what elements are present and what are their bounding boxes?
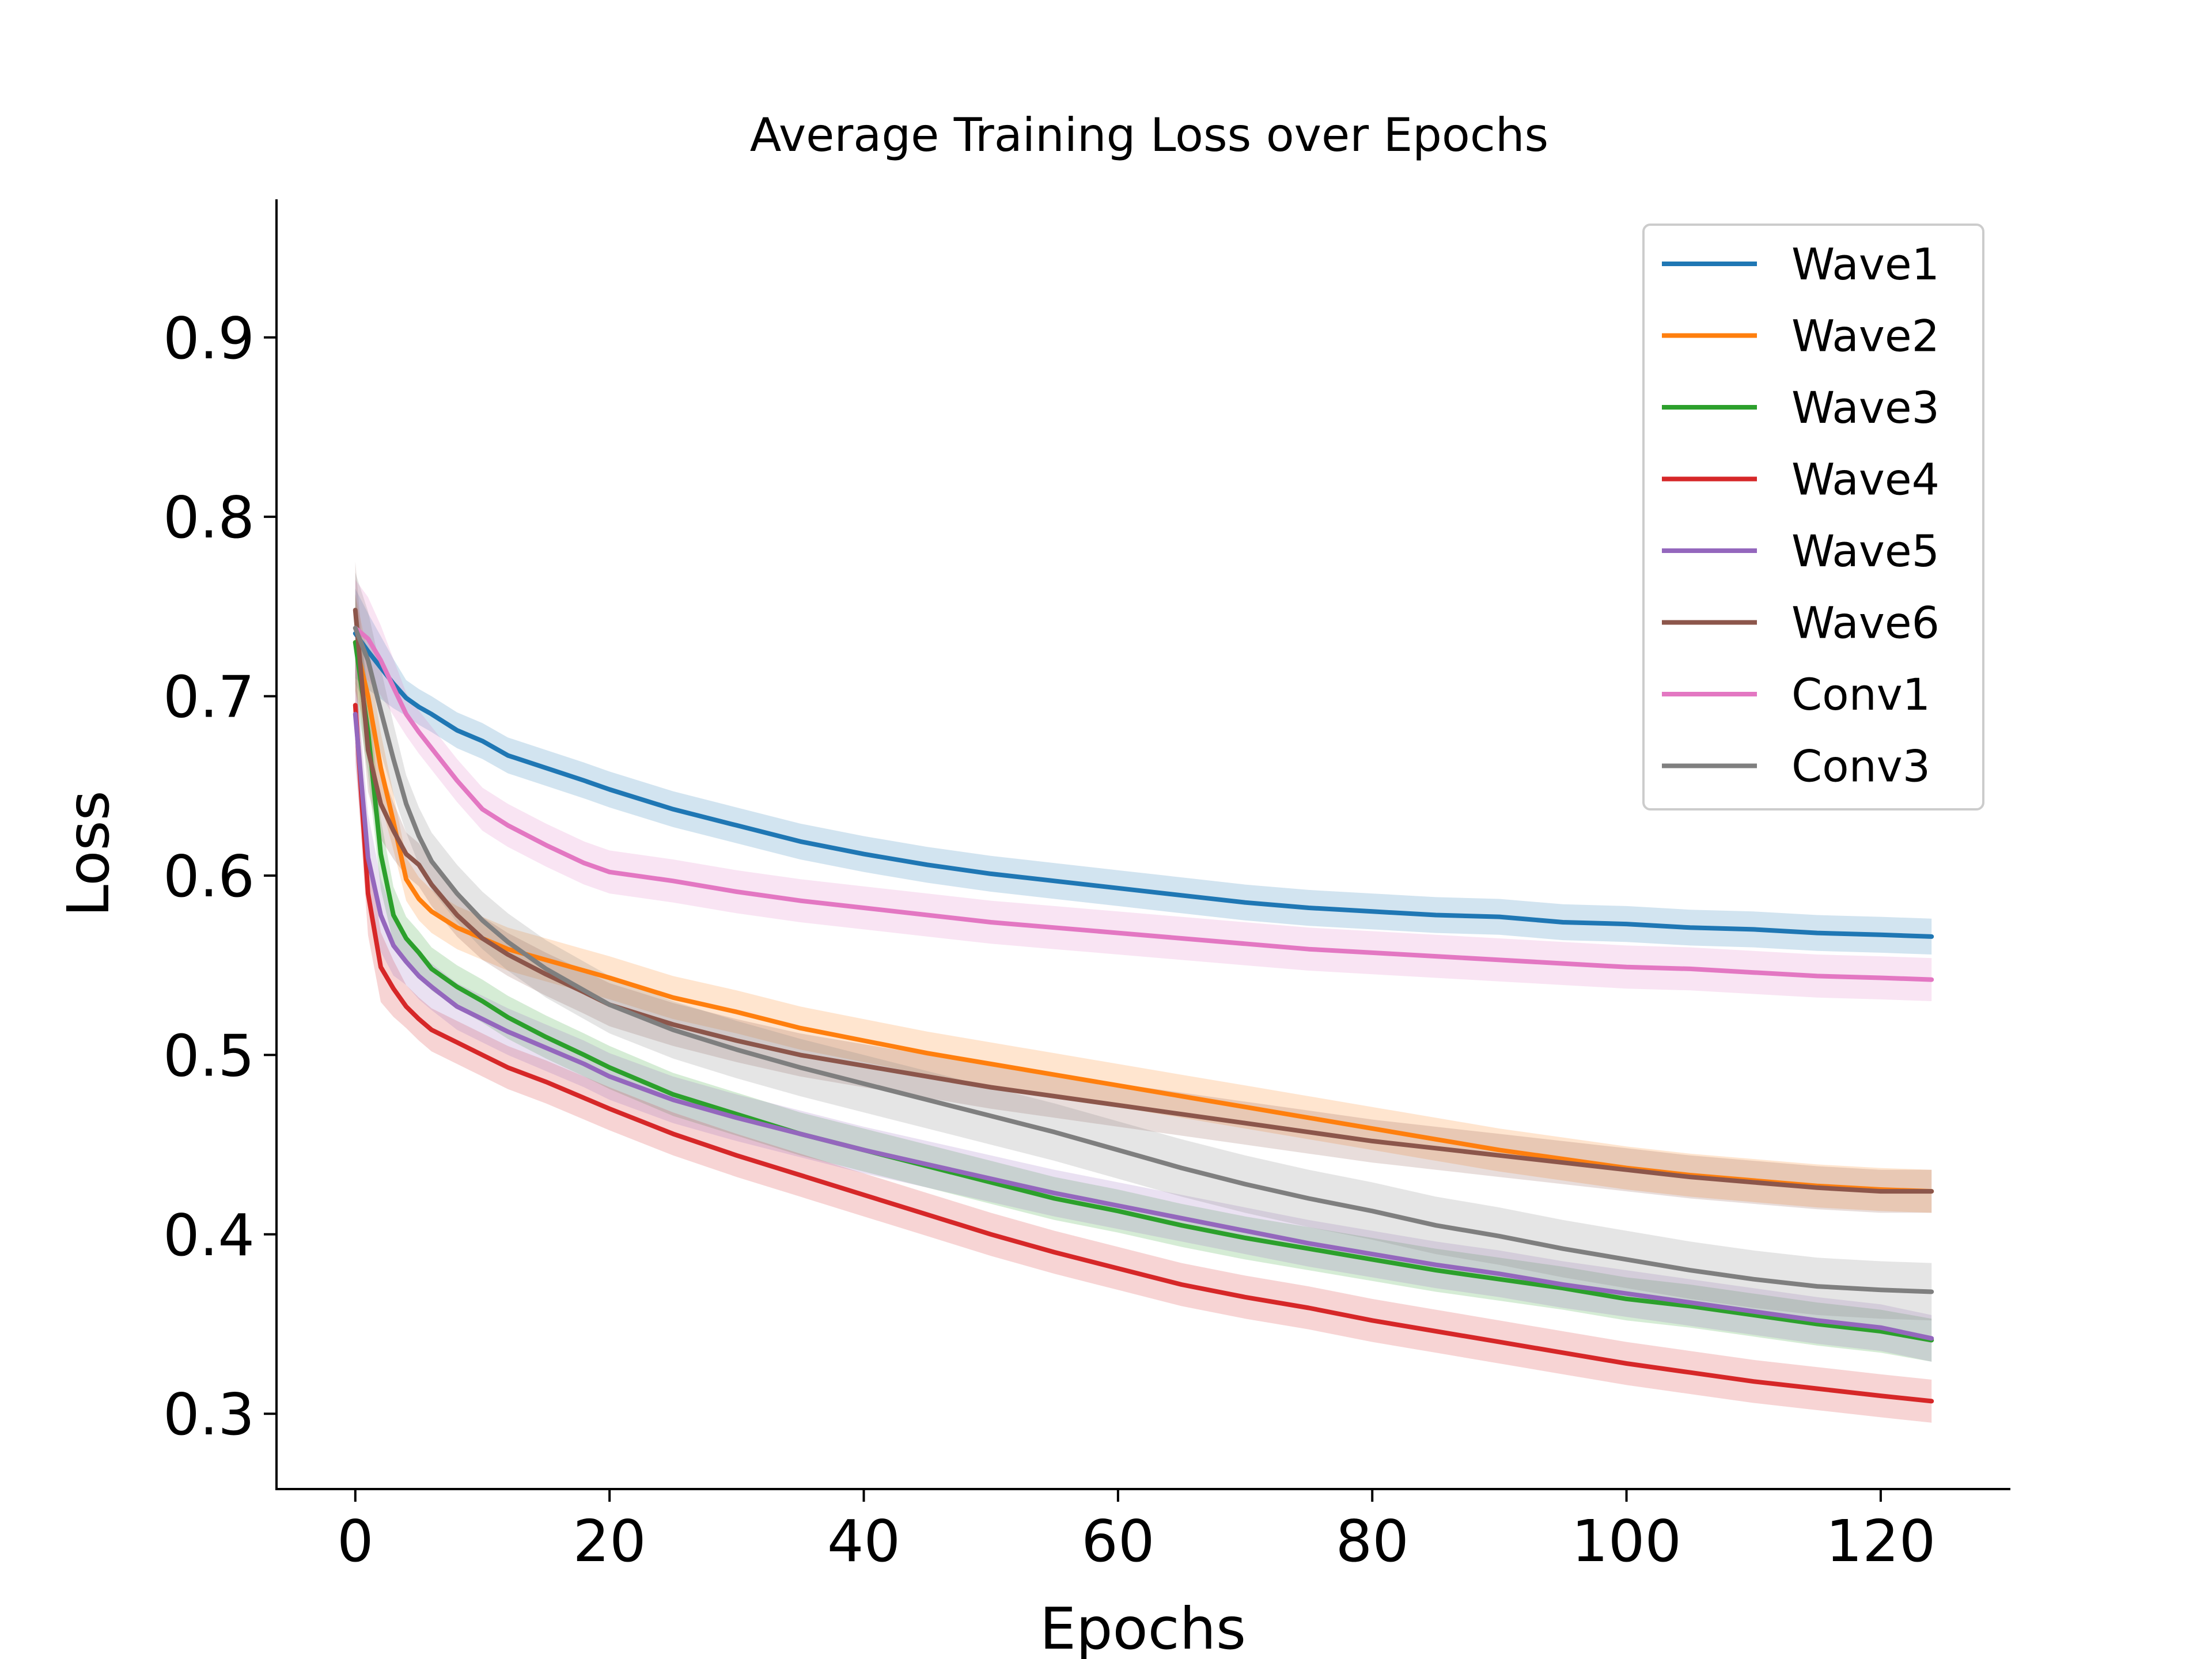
legend-label-wave4: Wave4 — [1791, 454, 1940, 505]
legend: Wave1 Wave2 Wave3 Wave4 Wave5 Wave6 Conv1 Conv3 — [1642, 224, 1984, 810]
x-axis-ticks: 0 20 40 60 80 100 120 — [337, 1489, 1936, 1575]
line-wave2 — [353, 640, 1934, 1194]
x-tick-label: 20 — [573, 1508, 646, 1575]
y-tick-label: 0.4 — [163, 1202, 255, 1269]
band-wave6 — [355, 562, 1932, 1213]
band-wave3 — [355, 594, 1932, 1362]
y-tick-label: 0.3 — [163, 1381, 255, 1448]
line-wave5 — [353, 711, 1934, 1341]
series-lines — [353, 608, 1934, 1404]
line-wave4 — [353, 703, 1934, 1404]
x-axis-label: Epochs — [1040, 1595, 1246, 1659]
legend-label-wave2: Wave2 — [1791, 310, 1940, 362]
legend-label-wave1: Wave1 — [1791, 238, 1940, 290]
legend-label-wave5: Wave5 — [1791, 525, 1940, 577]
legend-frame — [1642, 224, 1984, 810]
band-wave5 — [355, 664, 1932, 1362]
line-conv3 — [353, 626, 1934, 1294]
chart-title: Average Training Loss over Epochs — [750, 108, 1548, 162]
band-wave1 — [355, 588, 1932, 955]
legend-label-conv3: Conv3 — [1791, 741, 1930, 792]
y-tick-label: 0.8 — [163, 484, 255, 551]
y-tick-label: 0.9 — [163, 305, 255, 372]
x-tick-label: 0 — [337, 1508, 374, 1575]
x-tick-label: 120 — [1825, 1508, 1936, 1575]
y-axis-ticks: 0.3 0.4 0.5 0.6 0.7 0.8 0.9 — [163, 305, 276, 1448]
legend-label-wave6: Wave6 — [1791, 597, 1940, 649]
y-tick-label: 0.7 — [163, 664, 255, 731]
legend-label-conv1: Conv1 — [1791, 669, 1930, 720]
y-tick-label: 0.6 — [163, 843, 255, 910]
x-tick-label: 40 — [827, 1508, 900, 1575]
y-tick-label: 0.5 — [163, 1022, 255, 1089]
band-conv3 — [355, 572, 1932, 1321]
legend-label-wave3: Wave3 — [1791, 382, 1940, 433]
line-wave6 — [353, 608, 1934, 1194]
x-tick-label: 60 — [1081, 1508, 1154, 1575]
x-tick-label: 80 — [1336, 1508, 1409, 1575]
y-axis-label: Loss — [55, 790, 122, 916]
line-conv1 — [353, 626, 1934, 982]
x-tick-label: 100 — [1571, 1508, 1681, 1575]
line-wave1 — [353, 631, 1934, 939]
band-wave4 — [355, 657, 1932, 1423]
